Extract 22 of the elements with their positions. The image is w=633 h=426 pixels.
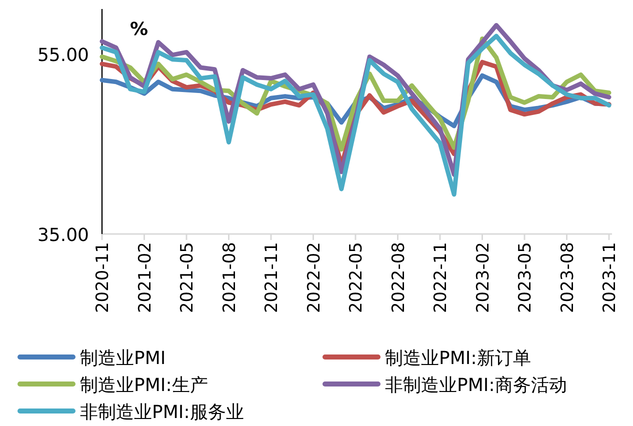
x-tick-label: 2022-08 [388, 242, 409, 314]
x-tick-label: 2021-08 [220, 242, 240, 314]
x-tick-label: 2022-11 [431, 242, 451, 314]
legend-label: 制造业PMI:生产 [80, 375, 208, 396]
x-tick-label: 2023-02 [473, 242, 494, 314]
legend-label: 非制造业PMI:商务活动 [385, 375, 567, 396]
x-tick-label: 2023-05 [516, 242, 536, 314]
line-series [100, 34, 612, 197]
y-tick-label: 35.00 [37, 225, 89, 246]
x-tick-label: 2022-05 [346, 242, 366, 314]
legend-label: 制造业PMI:新订单 [385, 348, 531, 369]
annotation: % [130, 19, 148, 40]
x-tick-label: 2020-11 [93, 242, 113, 314]
x-tick-label: 2021-05 [178, 242, 198, 314]
x-tick-label: 2023-11 [600, 242, 620, 314]
x-tick-label: 2022-02 [304, 242, 324, 314]
legend-label: 非制造业PMI:服务业 [80, 402, 244, 423]
x-tick-label: 2021-02 [135, 242, 156, 314]
x-tick-label: 2023-08 [558, 242, 578, 314]
x-tick-label: 2021-11 [262, 242, 282, 314]
legend-label: 制造业PMI [80, 348, 166, 369]
y-tick-label: 55.00 [37, 45, 89, 66]
